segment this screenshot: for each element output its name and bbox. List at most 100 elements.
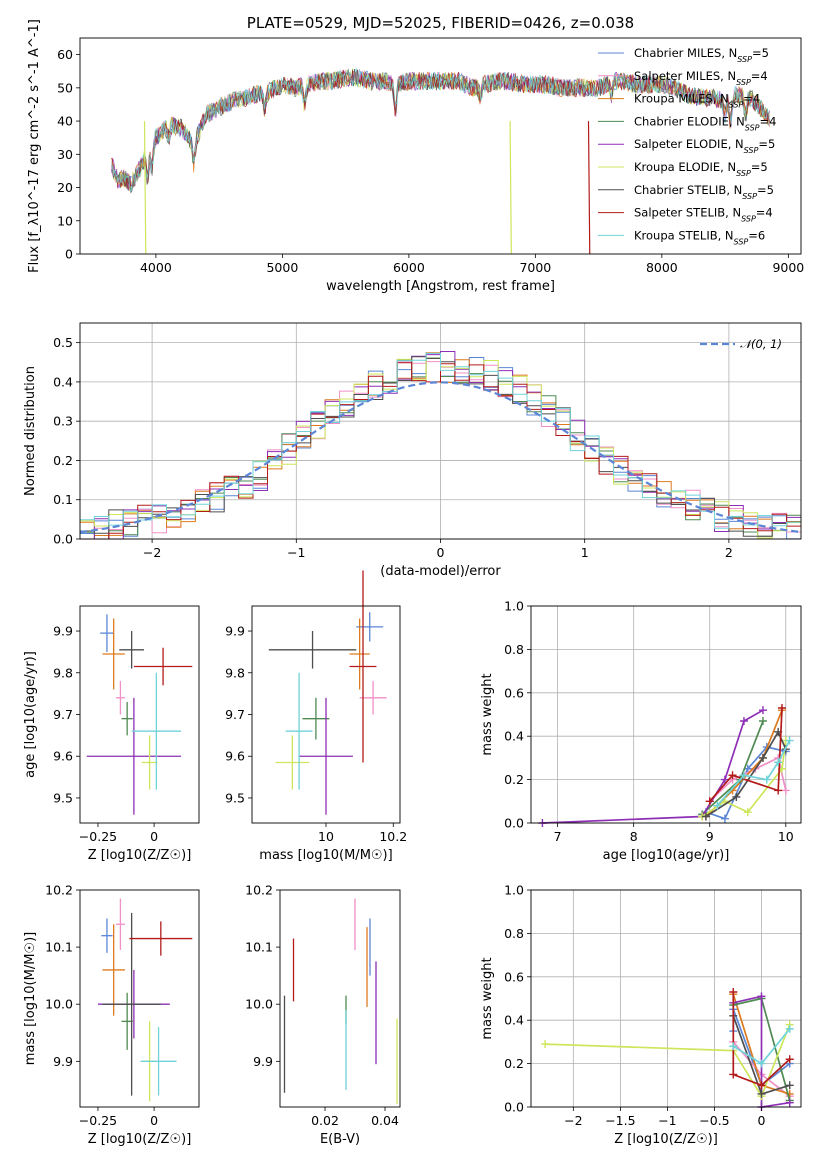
plot-area bbox=[97, 898, 193, 1102]
y-tick-label: 9.9 bbox=[53, 1054, 73, 1069]
spectrum-dropout-0 bbox=[143, 121, 147, 255]
y-tick-label: 0.2 bbox=[53, 453, 73, 468]
legend-text: Kroupa ELODIE, N bbox=[634, 160, 736, 174]
y-tick-label: 0.2 bbox=[504, 1056, 524, 1071]
legend-subscript: SSP bbox=[744, 146, 759, 155]
axes-frame bbox=[251, 605, 401, 824]
x-tick-label: 10.2 bbox=[379, 829, 407, 844]
x-tick-label: 0 bbox=[150, 1113, 158, 1128]
plot-area bbox=[86, 614, 193, 815]
x-tick-label: −0.25 bbox=[79, 1113, 117, 1128]
y-tick-label: 0.4 bbox=[53, 374, 73, 389]
y-tick-label: 10 bbox=[57, 213, 73, 228]
x-tick-label: −1 bbox=[287, 545, 305, 560]
y-tick-label: 9.5 bbox=[53, 790, 73, 805]
legend-value: =5 bbox=[757, 183, 774, 197]
histogram-8 bbox=[80, 352, 801, 529]
weight-point bbox=[743, 808, 752, 817]
y-tick-label: 10.2 bbox=[45, 883, 73, 898]
y-axis-label: mass weight bbox=[480, 673, 495, 755]
x-tick-label: 0 bbox=[437, 545, 445, 560]
weight-point bbox=[785, 1024, 794, 1033]
legend-entry: Kroupa ELODIE, NSSP=5 bbox=[634, 160, 768, 178]
x-axis-label: Z [log10(Z/Z☉)] bbox=[88, 848, 192, 863]
legend-text: Chabrier STELIB, N bbox=[634, 183, 742, 197]
axes-frame bbox=[79, 322, 802, 540]
legend-text: Salpeter MILES, N bbox=[634, 69, 736, 83]
weight-point bbox=[777, 703, 786, 712]
spectrum-dropout-2 bbox=[587, 121, 591, 255]
y-tick-label: 0.0 bbox=[53, 532, 73, 547]
x-tick-label: −1 bbox=[658, 1113, 676, 1128]
legend-text: Kroupa STELIB, N bbox=[634, 228, 734, 242]
weight-point bbox=[739, 771, 748, 780]
weight-point bbox=[781, 786, 790, 795]
weight-point bbox=[729, 1070, 738, 1079]
weight-point bbox=[757, 1081, 766, 1090]
y-axis-label: mass weight bbox=[480, 957, 495, 1039]
x-tick-label: 0 bbox=[758, 1113, 766, 1128]
legend-value: =4 bbox=[756, 206, 773, 220]
y-tick-label: 9.8 bbox=[225, 665, 245, 680]
legend-subscript: SSP bbox=[745, 123, 760, 132]
y-axis-label: Normed distribution bbox=[23, 366, 38, 496]
weight-point bbox=[705, 797, 714, 806]
x-tick-label: 9000 bbox=[772, 260, 804, 275]
plot-area bbox=[283, 898, 398, 1105]
weight-point bbox=[785, 736, 794, 745]
x-tick-label: −2 bbox=[143, 545, 161, 560]
axes-residuals: −2 −1 0 1 2 0.0 0.1 0.2 0.3 0.4 0.5 (data-model)/er… bbox=[23, 322, 802, 579]
legend-subscript: SSP bbox=[736, 77, 751, 86]
legend-entry: Salpeter MILES, NSSP=4 bbox=[634, 69, 768, 87]
spectrum-series-7 bbox=[111, 69, 770, 191]
y-tick-label: 0.3 bbox=[53, 414, 73, 429]
x-axis-label: mass [log10(M/M☉)] bbox=[259, 848, 392, 863]
chart-title: PLATE=0529, MJD=52025, FIBERID=0426, z=0… bbox=[247, 14, 634, 32]
weight-point bbox=[720, 814, 729, 823]
weight-point bbox=[729, 987, 738, 996]
y-tick-label: 10.0 bbox=[45, 997, 73, 1012]
weight-line-5 bbox=[545, 1024, 791, 1099]
weight-point bbox=[774, 786, 783, 795]
y-tick-label: 0.0 bbox=[504, 1100, 524, 1115]
legend-text: Salpeter STELIB, N bbox=[634, 206, 741, 220]
legend-entry: Chabrier ELODIE, NSSP=4 bbox=[634, 114, 776, 131]
x-tick-label: 10 bbox=[778, 829, 794, 844]
y-tick-label: 10.0 bbox=[245, 997, 273, 1012]
x-tick-label: 8 bbox=[630, 829, 638, 844]
weight-point bbox=[774, 758, 783, 767]
legend-value: =4 bbox=[751, 69, 768, 83]
plot-area bbox=[538, 703, 794, 827]
weight-point bbox=[758, 706, 767, 715]
legend-value: =4 bbox=[760, 114, 777, 128]
weight-line-7 bbox=[732, 992, 791, 1087]
y-tick-label: 9.6 bbox=[53, 749, 73, 764]
axes-mass-vs-ebv: 0.02 0.04 9.9 10.0 10.1 10.2 E(B-V) bbox=[245, 883, 401, 1147]
y-tick-label: 40 bbox=[57, 114, 73, 129]
axes-age-vs-mass: 10 10.2 9.5 9.6 9.7 9.8 9.9 mass [log10(M/M☉)] bbox=[225, 570, 407, 863]
y-axis-label: Flux [f_λ10^-17 erg cm^-2 s^-1 A^-1] bbox=[27, 19, 42, 273]
x-tick-label: −0.25 bbox=[79, 829, 117, 844]
x-tick-label: −0.5 bbox=[699, 1113, 729, 1128]
y-tick-label: 0.8 bbox=[504, 642, 524, 657]
x-tick-label: 2 bbox=[725, 545, 733, 560]
spectrum-dropout-1 bbox=[509, 121, 512, 255]
y-tick-label: 10.2 bbox=[245, 883, 273, 898]
legend-value: =6 bbox=[748, 228, 765, 242]
weight-point bbox=[541, 1040, 550, 1049]
legend-subscript: SSP bbox=[729, 100, 744, 109]
weight-point bbox=[739, 717, 748, 726]
weight-point bbox=[757, 1089, 766, 1098]
y-tick-label: 1.0 bbox=[504, 883, 524, 898]
weight-point bbox=[732, 792, 741, 801]
plot-area bbox=[268, 570, 387, 815]
y-tick-label: 0.5 bbox=[53, 335, 73, 350]
y-tick-label: 9.9 bbox=[53, 624, 73, 639]
x-axis-label: E(B-V) bbox=[320, 1132, 360, 1147]
weight-point bbox=[762, 775, 771, 784]
weight-point bbox=[701, 812, 710, 821]
y-tick-label: 0.0 bbox=[504, 816, 524, 831]
y-tick-label: 9.7 bbox=[225, 707, 245, 722]
x-tick-label: 7 bbox=[554, 829, 562, 844]
